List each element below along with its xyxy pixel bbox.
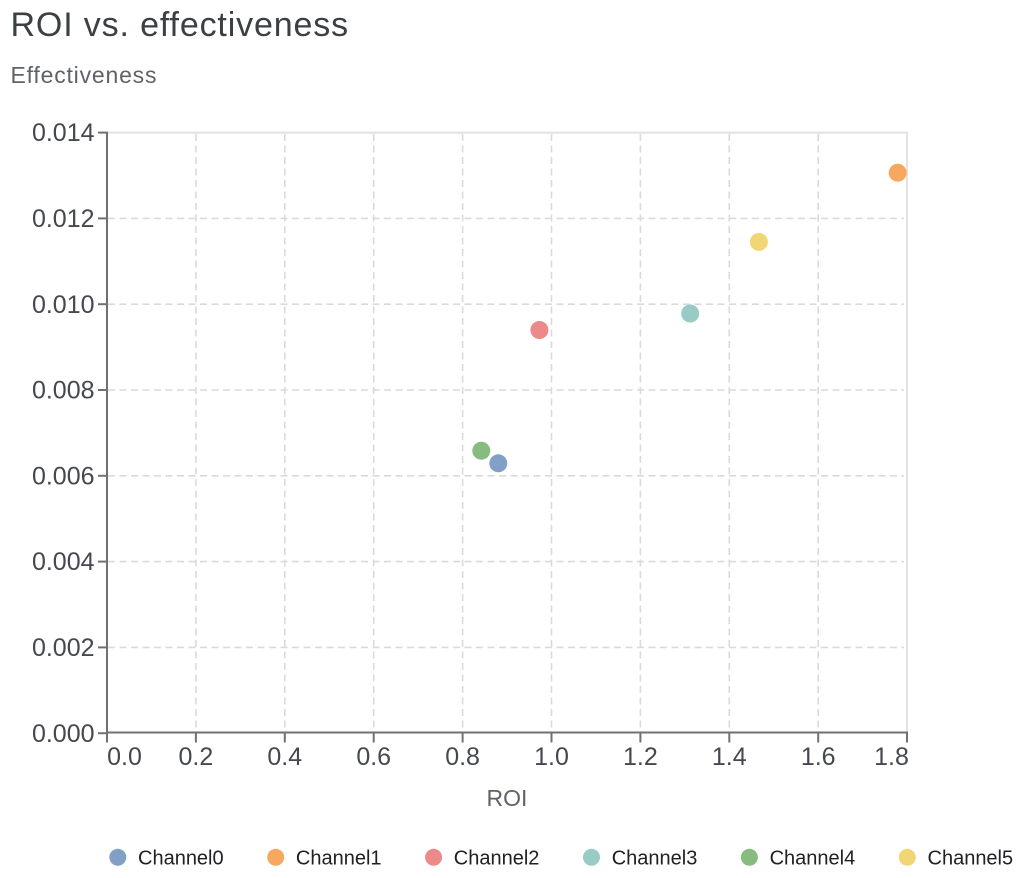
svg-text:ROI vs. effectiveness: ROI vs. effectiveness bbox=[11, 6, 349, 44]
svg-text:1.4: 1.4 bbox=[712, 743, 747, 771]
svg-text:Channel3: Channel3 bbox=[612, 848, 698, 870]
svg-text:0.000: 0.000 bbox=[32, 720, 95, 748]
svg-text:1.2: 1.2 bbox=[623, 743, 658, 771]
svg-text:Channel2: Channel2 bbox=[454, 848, 540, 870]
svg-text:1.0: 1.0 bbox=[534, 743, 569, 771]
svg-text:0.008: 0.008 bbox=[32, 377, 95, 405]
svg-text:1.8: 1.8 bbox=[874, 743, 909, 771]
svg-text:0.6: 0.6 bbox=[356, 743, 391, 771]
svg-text:ROI: ROI bbox=[487, 785, 528, 811]
svg-text:0.002: 0.002 bbox=[32, 634, 95, 662]
svg-text:0.8: 0.8 bbox=[445, 743, 480, 771]
svg-text:Channel4: Channel4 bbox=[770, 848, 856, 870]
svg-text:0.4: 0.4 bbox=[267, 743, 302, 771]
svg-text:0.0: 0.0 bbox=[107, 743, 142, 771]
svg-text:0.006: 0.006 bbox=[32, 462, 95, 490]
svg-text:Effectiveness: Effectiveness bbox=[11, 62, 158, 88]
svg-text:0.014: 0.014 bbox=[32, 119, 95, 147]
svg-text:Channel0: Channel0 bbox=[138, 848, 224, 870]
svg-text:1.6: 1.6 bbox=[801, 743, 836, 771]
svg-text:Channel5: Channel5 bbox=[928, 848, 1014, 870]
svg-text:0.2: 0.2 bbox=[179, 743, 214, 771]
svg-text:0.012: 0.012 bbox=[32, 205, 95, 233]
svg-text:0.004: 0.004 bbox=[32, 548, 95, 576]
svg-text:0.010: 0.010 bbox=[32, 291, 95, 319]
svg-text:Channel1: Channel1 bbox=[296, 848, 382, 870]
